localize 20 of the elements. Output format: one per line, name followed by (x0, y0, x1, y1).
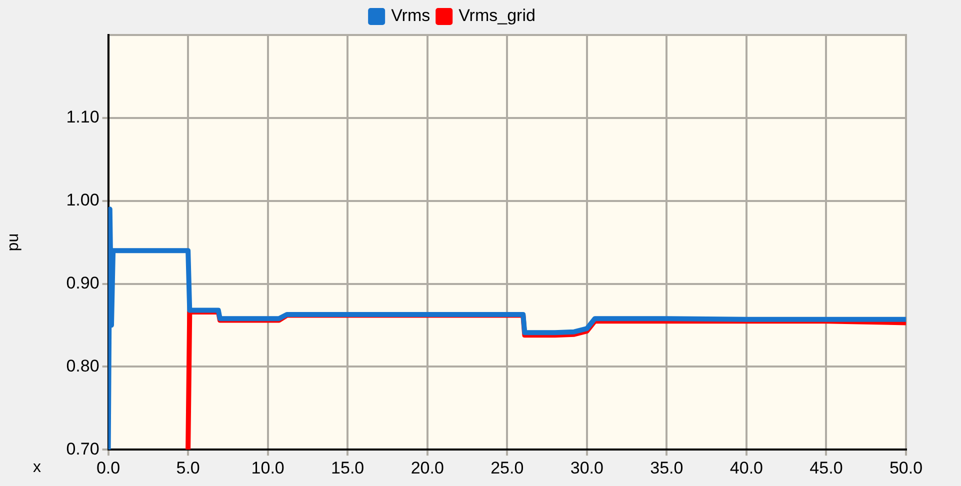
x-tick-label: 10.0 (251, 458, 284, 478)
x-axis-title: x (33, 459, 41, 476)
y-tick-label: 0.80 (66, 356, 100, 376)
x-tick-label: 35.0 (650, 458, 684, 478)
legend-label: Vrms_grid (458, 6, 536, 26)
x-tick-label: 40.0 (730, 458, 764, 478)
x-tick-label: 45.0 (810, 458, 843, 478)
x-tick-label: 25.0 (490, 458, 524, 478)
y-tick-label: 1.00 (66, 190, 100, 210)
x-tick-label: 30.0 (570, 458, 604, 478)
x-tick-label: 5.0 (176, 458, 200, 478)
y-tick-label: 0.90 (66, 273, 100, 292)
y-tick-label: 1.10 (66, 108, 100, 127)
x-tick-label: 15.0 (331, 458, 364, 478)
x-tick-label: 50.0 (889, 458, 923, 478)
y-tick-label: 0.70 (66, 439, 100, 458)
legend-label: Vrms (391, 6, 430, 26)
x-tick-label: 0.0 (96, 458, 120, 478)
y-axis-title: pu (5, 233, 22, 252)
x-tick-label: 20.0 (410, 458, 444, 478)
